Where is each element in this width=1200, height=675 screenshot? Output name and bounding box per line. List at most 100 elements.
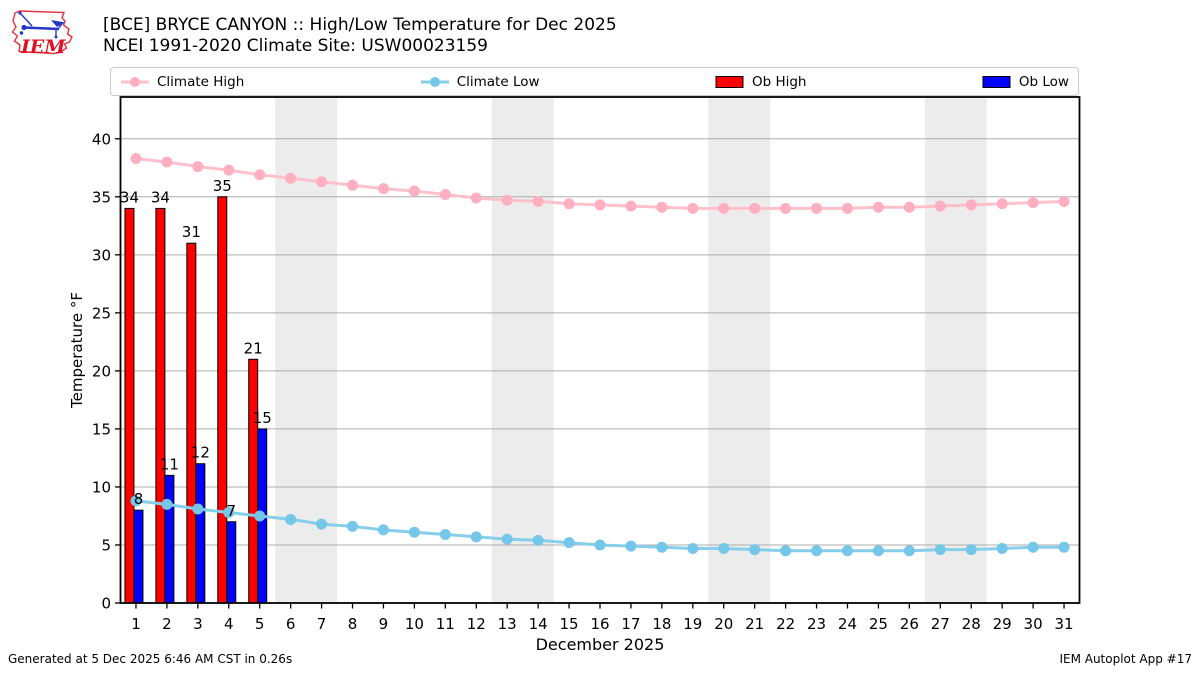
climate-high-marker-day-4 xyxy=(223,164,235,176)
iem-logo-text: IEM xyxy=(20,36,66,58)
climate-low-marker-day-19 xyxy=(687,542,699,554)
climate-low-marker-day-5 xyxy=(254,510,266,522)
climate-high-marker-day-24 xyxy=(841,202,853,214)
y-tick-label-20: 20 xyxy=(92,362,111,380)
ob-low-value-label: 11 xyxy=(160,455,179,473)
legend-item-ob-high: Ob High xyxy=(715,74,806,90)
ob-high-bar-day-2 xyxy=(155,207,166,604)
legend-label: Climate High xyxy=(157,73,245,90)
y-tick-label-10: 10 xyxy=(92,478,111,496)
ob-low-bar-day-1 xyxy=(133,509,144,604)
x-tick-label-28: 28 xyxy=(962,615,981,633)
climate-high-marker-day-12 xyxy=(470,192,482,204)
ob-high-value-label: 35 xyxy=(213,177,232,195)
x-tick-label-24: 24 xyxy=(838,615,857,633)
climate-high-marker-day-6 xyxy=(285,172,297,184)
legend-key-ob-high-icon xyxy=(715,75,744,88)
x-tick-label-11: 11 xyxy=(436,615,455,633)
x-tick-label-15: 15 xyxy=(560,615,579,633)
climate-low-marker-day-29 xyxy=(996,542,1008,554)
climate-low-marker-day-9 xyxy=(377,524,389,536)
climate-low-marker-day-24 xyxy=(841,545,853,557)
x-tick-label-29: 29 xyxy=(993,615,1012,633)
ob-low-bar-day-3 xyxy=(195,463,206,604)
title-block: [BCE] BRYCE CANYON :: High/Low Temperatu… xyxy=(103,15,617,57)
climate-low-marker-day-20 xyxy=(718,542,730,554)
x-tick-label-21: 21 xyxy=(745,615,764,633)
climate-low-marker-day-15 xyxy=(563,537,575,549)
climate-low-marker-day-18 xyxy=(656,541,668,553)
ob-low-value-label: 15 xyxy=(253,409,272,427)
climate-low-marker-day-21 xyxy=(749,544,761,556)
weekend-shading-band xyxy=(924,98,987,602)
legend-label: Climate Low xyxy=(456,73,540,90)
climate-high-marker-day-10 xyxy=(408,185,420,197)
climate-high-marker-day-17 xyxy=(625,200,637,212)
climate-low-marker-day-17 xyxy=(625,540,637,552)
x-tick-label-3: 3 xyxy=(193,615,203,633)
ob-low-bar-day-2 xyxy=(164,474,175,604)
climate-high-marker-day-22 xyxy=(780,202,792,214)
climate-high-marker-day-20 xyxy=(718,202,730,214)
climate-high-marker-day-8 xyxy=(347,179,359,191)
y-tick-label-0: 0 xyxy=(101,595,111,613)
climate-high-marker-day-23 xyxy=(811,202,823,214)
y-tick-label-5: 5 xyxy=(101,536,111,554)
climate-high-marker-day-18 xyxy=(656,201,668,213)
climate-low-marker-day-25 xyxy=(872,545,884,557)
climate-high-marker-day-11 xyxy=(439,188,451,200)
climate-low-marker-day-13 xyxy=(501,533,513,545)
x-axis-label: December 2025 xyxy=(536,635,665,654)
x-tick-label-20: 20 xyxy=(714,615,733,633)
weekend-shading-band xyxy=(275,98,338,602)
x-tick-label-9: 9 xyxy=(379,615,389,633)
ob-low-value-label: 8 xyxy=(134,490,144,508)
climate-low-marker-day-28 xyxy=(965,544,977,556)
page-title: [BCE] BRYCE CANYON :: High/Low Temperatu… xyxy=(103,15,617,35)
climate-high-marker-day-15 xyxy=(563,198,575,210)
x-tick-label-17: 17 xyxy=(621,615,640,633)
climate-high-marker-day-5 xyxy=(254,169,266,181)
x-tick-label-14: 14 xyxy=(529,615,548,633)
ob-low-value-label: 7 xyxy=(227,502,237,520)
climate-low-marker-day-16 xyxy=(594,539,606,551)
climate-low-marker-day-14 xyxy=(532,534,544,546)
generated-timestamp: Generated at 5 Dec 2025 6:46 AM CST in 0… xyxy=(8,652,293,666)
x-tick-label-26: 26 xyxy=(900,615,919,633)
climate-low-marker-day-12 xyxy=(470,531,482,543)
ob-low-bar-day-4 xyxy=(226,521,237,604)
ob-high-bar-day-1 xyxy=(124,207,135,604)
legend-key-climate-low-icon xyxy=(420,76,449,87)
x-tick-label-4: 4 xyxy=(224,615,234,633)
climate-high-marker-day-31 xyxy=(1058,195,1070,207)
weekend-shading-band xyxy=(491,98,554,602)
page-subtitle: NCEI 1991-2020 Climate Site: USW00023159 xyxy=(103,36,488,56)
y-tick-label-15: 15 xyxy=(92,420,111,438)
climate-low-marker-day-4 xyxy=(223,506,235,518)
weather-vane-icon xyxy=(18,11,65,39)
climate-low-marker-day-7 xyxy=(316,518,328,530)
legend-key-climate-high-icon xyxy=(121,76,149,87)
x-tick-label-2: 2 xyxy=(162,615,172,633)
climate-low-marker-day-23 xyxy=(811,545,823,557)
climate-high-marker-day-16 xyxy=(594,199,606,211)
climate-low-marker-day-2 xyxy=(161,498,173,510)
legend-item-ob-low: Ob Low xyxy=(982,74,1069,90)
climate-low-marker-day-11 xyxy=(439,529,451,541)
ob-high-bar-day-4 xyxy=(217,196,228,604)
y-tick-label-35: 35 xyxy=(92,188,111,206)
climate-low-marker-day-8 xyxy=(347,520,359,532)
y-tick-label-25: 25 xyxy=(92,304,111,322)
x-tick-label-12: 12 xyxy=(467,615,486,633)
climate-low-marker-day-30 xyxy=(1027,541,1039,553)
climate-high-marker-day-30 xyxy=(1027,197,1039,209)
climate-low-marker-day-27 xyxy=(934,544,946,556)
x-tick-label-7: 7 xyxy=(317,615,327,633)
climate-high-marker-day-19 xyxy=(687,202,699,214)
ob-high-value-label: 34 xyxy=(120,188,139,206)
x-tick-label-10: 10 xyxy=(405,615,424,633)
ob-high-bar-day-3 xyxy=(186,242,197,604)
y-axis-label: Temperature °F xyxy=(68,292,86,409)
x-tick-label-19: 19 xyxy=(683,615,702,633)
